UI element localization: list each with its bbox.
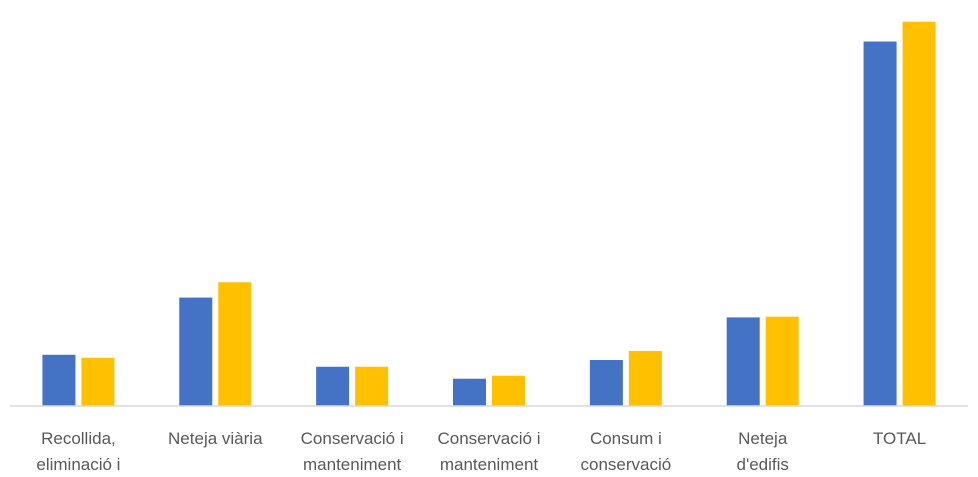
bar-series-2-category-6 [765, 316, 799, 406]
category-label-line: d'edifis [737, 455, 789, 474]
bar-series-2-category-2 [218, 282, 252, 406]
category-labels-group: Recollida, eliminació i Neteja viària Conse… [36, 429, 926, 474]
category-label-line: conservació [580, 455, 671, 474]
category-label-4: Conservació i manteniment [438, 429, 541, 474]
bar-series-2-category-1 [81, 357, 115, 406]
category-label-line: manteniment [440, 455, 539, 474]
bar-series-2-category-4 [492, 375, 525, 406]
category-label-line: Consum i [590, 429, 662, 448]
category-label-6: Neteja d'edifis [737, 429, 789, 474]
category-label-line: TOTAL [873, 429, 926, 448]
bar-series-2-category-7 [902, 21, 936, 407]
category-label-2: Neteja viària [168, 429, 263, 448]
category-label-line: eliminació i [36, 455, 120, 474]
bar-series-2-category-5 [628, 351, 662, 406]
category-label-7: TOTAL [873, 429, 926, 448]
bar-series-1-category-4 [453, 378, 486, 406]
category-label-line: Recollida, [41, 429, 116, 448]
category-label-line: Neteja viària [168, 429, 263, 448]
bar-series-2-category-3 [355, 366, 389, 406]
bar-series-1-category-1 [42, 354, 76, 406]
category-label-3: Conservació i manteniment [301, 429, 404, 474]
bar-series-1-category-3 [316, 366, 350, 406]
category-label-line: Conservació i [438, 429, 541, 448]
category-label-1: Recollida, eliminació i [36, 429, 120, 474]
bar-series-1-category-5 [589, 360, 623, 406]
category-label-line: Neteja [738, 429, 788, 448]
bar-series-1-category-7 [863, 41, 897, 407]
bars-group [42, 21, 936, 407]
bar-series-1-category-2 [179, 297, 213, 406]
bar-series-1-category-6 [726, 317, 760, 406]
category-label-line: manteniment [303, 455, 402, 474]
category-label-line: Conservació i [301, 429, 404, 448]
category-label-5: Consum i conservació [580, 429, 671, 474]
